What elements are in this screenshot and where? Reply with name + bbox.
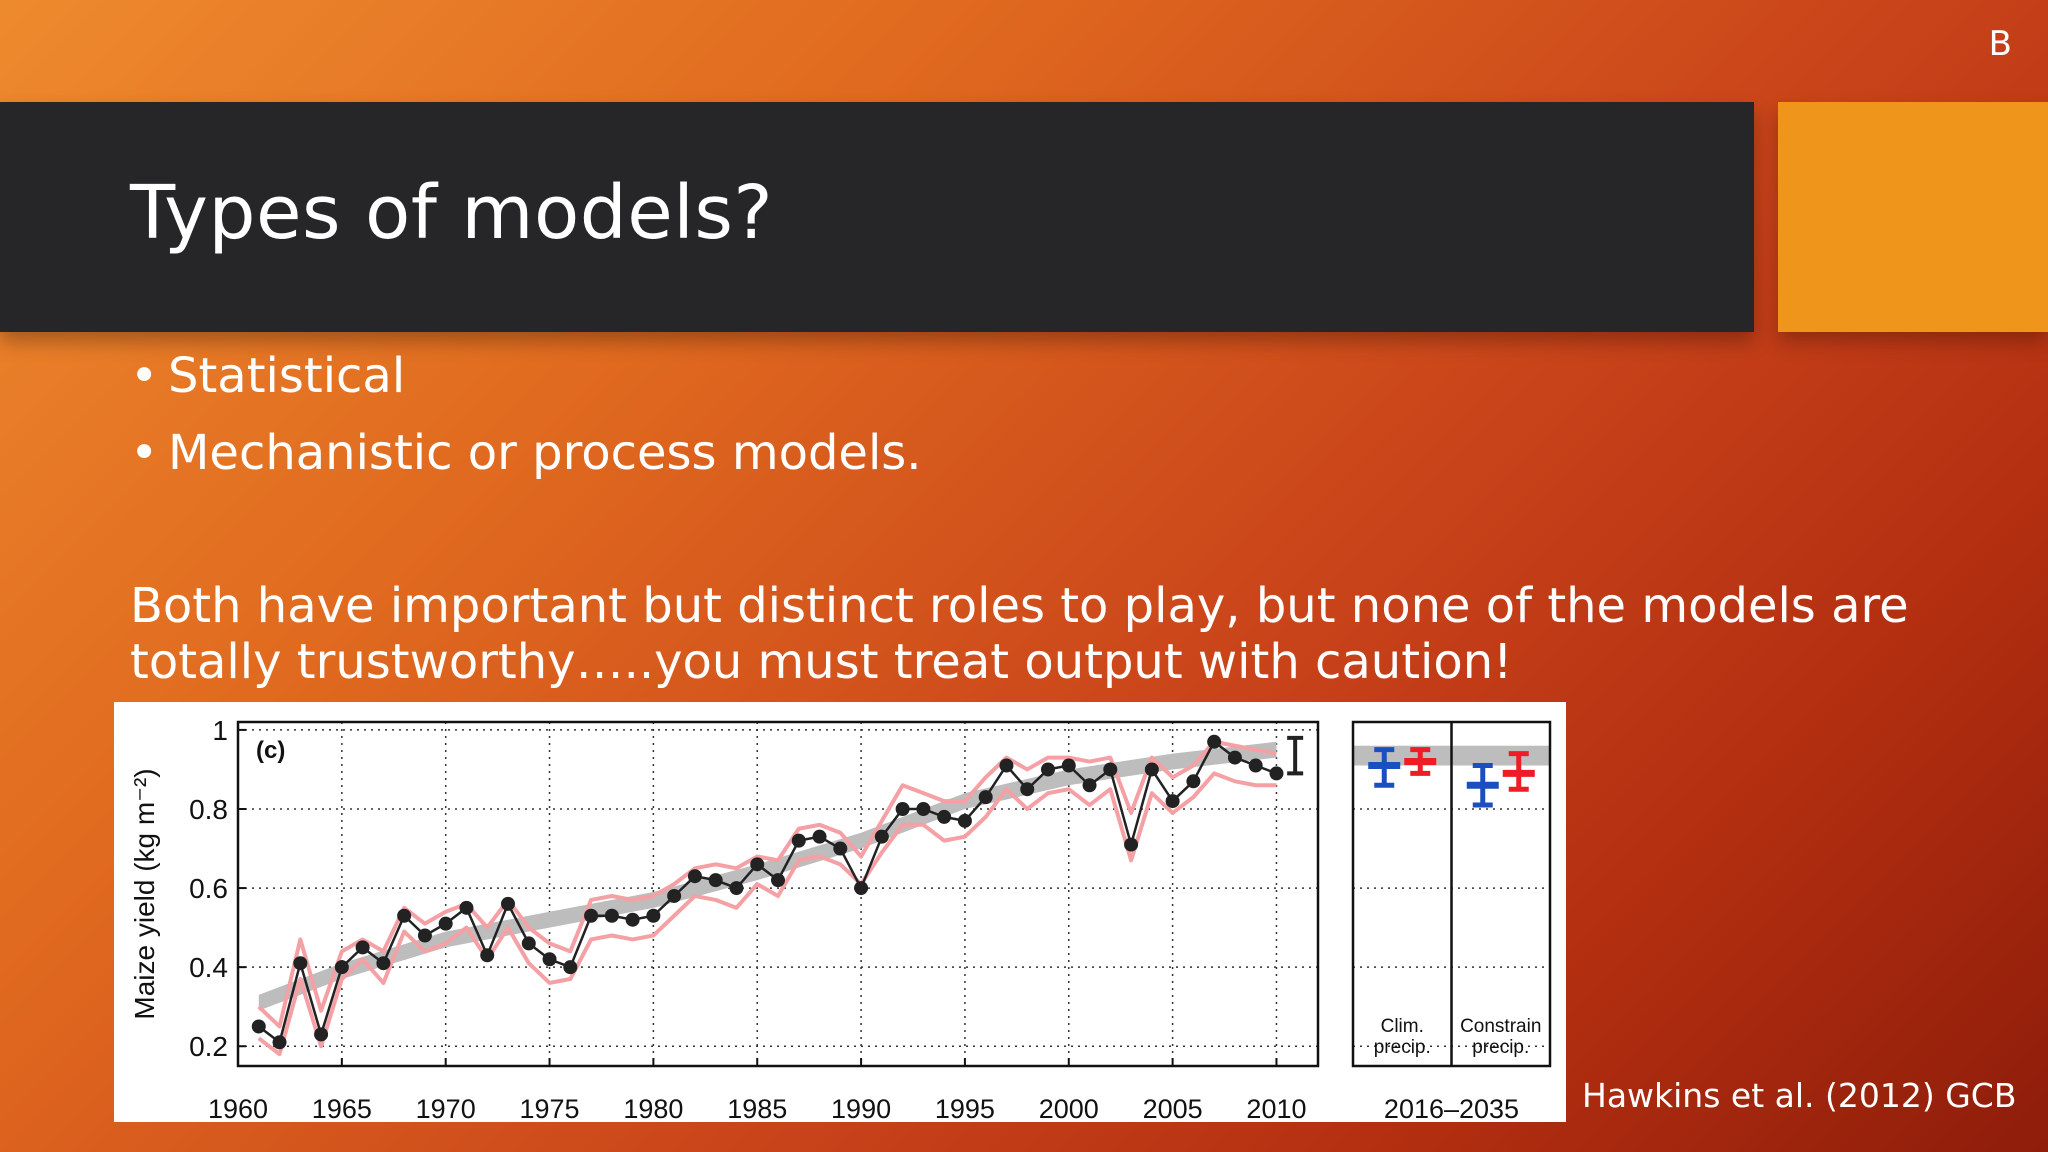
- bullet-list: • Statistical • Mechanistic or process m…: [130, 345, 922, 499]
- paragraph-line: Both have important but distinct roles t…: [130, 578, 1909, 634]
- observed-yield-point: [1041, 762, 1055, 777]
- x-tick-label: 2005: [1143, 1094, 1203, 1122]
- paragraph-line: totally trustworthy…..you must treat out…: [130, 634, 1513, 690]
- observed-yield-point: [1082, 778, 1097, 793]
- observed-yield-point: [729, 881, 744, 896]
- observed-yield-point: [812, 829, 827, 844]
- observed-yield-point: [251, 1019, 266, 1034]
- y-axis-label: Maize yield (kg m⁻²): [129, 768, 160, 1019]
- maize-yield-chart: (c) 0.2 0.4 0.6 0.8 1 1960 1965 1970 1975 1980 1985…: [129, 715, 1552, 1122]
- y-tick-label: 0.2: [189, 1031, 228, 1062]
- bullet-item-statistical: • Statistical: [130, 345, 922, 422]
- observed-yield-point: [937, 809, 952, 824]
- body-paragraph: Both have important but distinct roles t…: [130, 578, 1930, 690]
- bullet-dot-icon: •: [130, 348, 159, 404]
- observed-yield-point: [1061, 758, 1076, 773]
- x-tick-label: 2010: [1246, 1094, 1306, 1122]
- x-tick-label: 1970: [416, 1094, 476, 1122]
- projection-column-label: precip.: [1374, 1037, 1431, 1058]
- x-tick-label: 1985: [727, 1094, 787, 1122]
- observed-yield-point: [542, 952, 557, 967]
- x-tick-label: 1975: [519, 1094, 579, 1122]
- observed-yield-point: [563, 960, 578, 975]
- bullet-item-mechanistic: • Mechanistic or process models.: [130, 422, 922, 499]
- observed-yield-point: [438, 916, 453, 931]
- maize-yield-figure: (c) 0.2 0.4 0.6 0.8 1 1960 1965 1970 1975 1980 1985…: [114, 702, 1566, 1122]
- y-tick-label: 0.8: [189, 794, 228, 825]
- observed-yield-point: [1124, 837, 1139, 852]
- observed-yield-point: [833, 841, 848, 856]
- ensemble-lower-line: [257, 771, 1277, 1057]
- observed-yield-point: [1144, 762, 1159, 777]
- observed-yield-point: [646, 908, 661, 923]
- observed-yield-point: [625, 912, 640, 927]
- observed-yield-point: [854, 881, 869, 896]
- panel-label: (c): [256, 737, 285, 764]
- observed-yield-point: [874, 829, 889, 844]
- bullet-text: Statistical: [168, 348, 406, 404]
- observed-yield-point: [1103, 762, 1118, 777]
- x-tick-label: 1990: [831, 1094, 891, 1122]
- observed-yield-point: [314, 1027, 329, 1042]
- observed-yield-point: [334, 960, 349, 975]
- x-tick-label: 2000: [1039, 1094, 1099, 1122]
- x-tick-label: 1980: [623, 1094, 683, 1122]
- observed-yield-point: [687, 869, 702, 884]
- observed-yield-point: [1269, 766, 1284, 781]
- observed-yield-point: [272, 1035, 287, 1050]
- projection-column-label: Constrain: [1460, 1016, 1541, 1037]
- observed-yield-point: [376, 956, 391, 971]
- observed-yield-point: [957, 813, 972, 828]
- projection-column-label: precip.: [1472, 1037, 1529, 1058]
- observed-yield-point: [1248, 758, 1263, 773]
- observed-yield-point: [708, 873, 723, 888]
- observed-yield-point: [667, 888, 682, 903]
- observed-yield-point: [480, 948, 495, 963]
- observed-yield-point: [1207, 734, 1222, 749]
- y-tick-label: 0.6: [189, 873, 228, 904]
- observed-yield-point: [521, 936, 536, 951]
- x-tick-label: 1960: [208, 1094, 268, 1122]
- x-tick-label: 1995: [935, 1094, 995, 1122]
- observed-yield-point: [501, 896, 515, 911]
- projection-frame: [1351, 720, 1552, 1068]
- bullet-dot-icon: •: [130, 425, 159, 481]
- x-tick-label: 1965: [312, 1094, 372, 1122]
- observed-yield-point: [1020, 782, 1035, 797]
- observed-yield-point: [584, 908, 599, 923]
- observed-yield-point: [1165, 794, 1180, 809]
- observed-yield-point: [397, 908, 412, 923]
- observed-yield-point: [978, 790, 993, 805]
- y-tick-label: 0.4: [189, 952, 228, 983]
- observed-yield-point: [916, 801, 931, 816]
- projection-period-label: 2016–2035: [1384, 1094, 1519, 1122]
- slide-title: Types of models?: [130, 170, 774, 256]
- y-tick-label: 1: [212, 715, 228, 746]
- observed-yield-point: [417, 928, 432, 943]
- ensemble-upper-line: [257, 739, 1277, 1029]
- observed-yield-point: [895, 801, 910, 816]
- observed-yield-point: [1227, 750, 1242, 765]
- slide-corner-letter: B: [1988, 24, 2012, 64]
- observed-yield-point: [750, 857, 765, 872]
- observed-yield-point: [459, 900, 474, 915]
- bullet-text: Mechanistic or process models.: [168, 425, 922, 481]
- trend-band: [258, 741, 1277, 1011]
- observed-yield-point: [999, 758, 1014, 773]
- plot-frame: [236, 720, 1320, 1068]
- accent-block: [1778, 102, 2048, 332]
- observed-yield-point: [604, 908, 619, 923]
- observed-yield-point: [355, 940, 370, 955]
- figure-citation: Hawkins et al. (2012) GCB: [1582, 1076, 2017, 1115]
- observed-yield-point: [771, 873, 785, 888]
- observed-yield-point: [293, 956, 308, 971]
- title-band: [0, 102, 1754, 332]
- projection-column-label: Clim.: [1381, 1016, 1424, 1037]
- observed-yield-point: [1186, 774, 1201, 789]
- observed-yield-point: [791, 833, 806, 848]
